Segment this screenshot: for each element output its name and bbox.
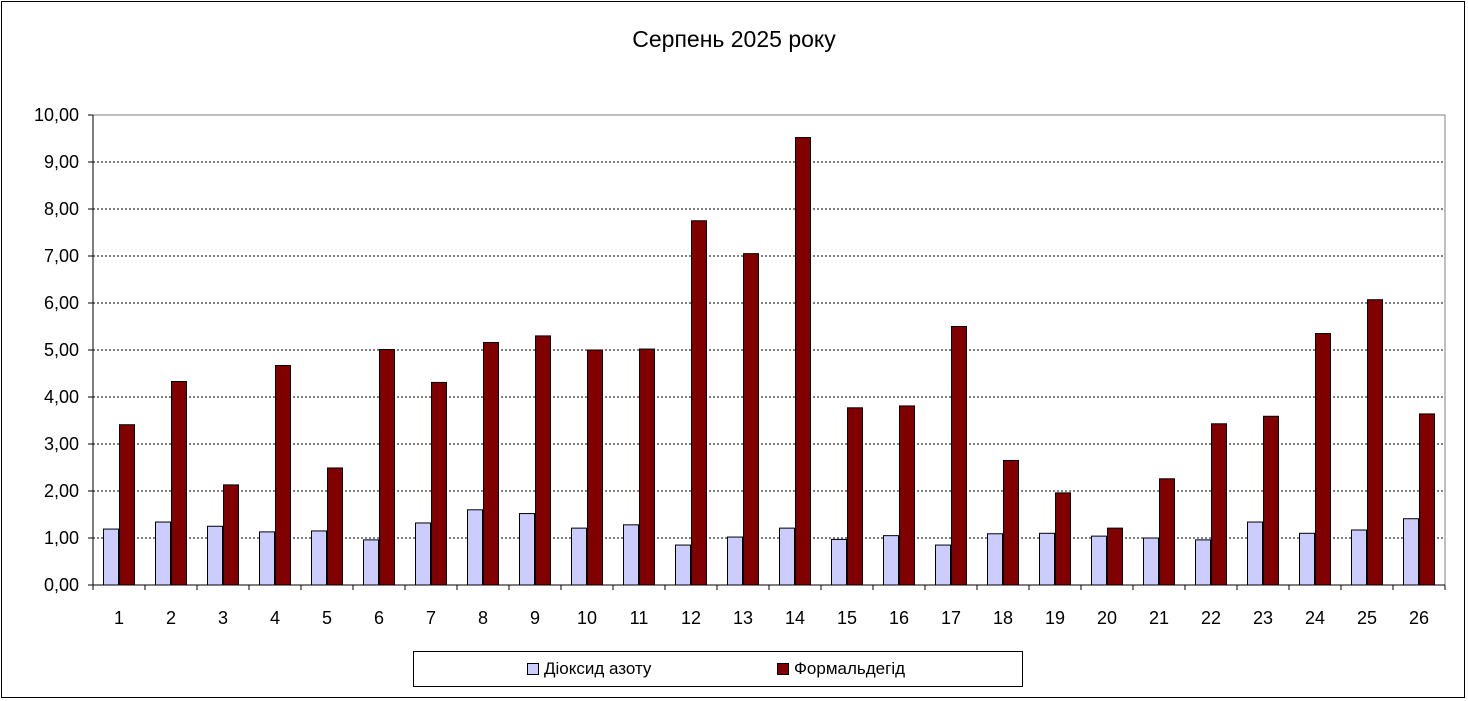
y-tick-label: 5,00 <box>44 340 79 360</box>
x-tick-label: 14 <box>785 608 805 628</box>
bar-nitrogen-dioxide <box>623 524 639 586</box>
bar-formaldehyde <box>1159 478 1175 586</box>
x-tick-label: 4 <box>270 608 280 628</box>
x-tick-label: 16 <box>889 608 909 628</box>
legend-swatch-formaldehyde <box>777 663 789 675</box>
x-tick-label: 23 <box>1253 608 1273 628</box>
bar-nitrogen-dioxide <box>571 527 587 586</box>
bar-nitrogen-dioxide <box>103 528 119 586</box>
bar-formaldehyde <box>847 407 863 586</box>
x-tick-label: 12 <box>681 608 701 628</box>
x-tick-label: 20 <box>1097 608 1117 628</box>
x-tick-label: 6 <box>374 608 384 628</box>
bar-formaldehyde <box>587 349 603 586</box>
y-tick-label: 9,00 <box>44 152 79 172</box>
x-tick-label: 10 <box>577 608 597 628</box>
bar-nitrogen-dioxide <box>311 530 327 586</box>
bar-nitrogen-dioxide <box>259 531 275 586</box>
bar-formaldehyde <box>899 405 915 586</box>
bar-formaldehyde <box>1107 527 1123 586</box>
bar-formaldehyde <box>1263 415 1279 586</box>
bar-formaldehyde <box>535 335 551 586</box>
x-tick-label: 24 <box>1305 608 1325 628</box>
bar-nitrogen-dioxide <box>779 527 795 586</box>
bar-formaldehyde <box>483 341 499 586</box>
bar-formaldehyde <box>431 381 447 586</box>
bar-formaldehyde <box>1315 333 1331 586</box>
legend-swatch-nitrogen-dioxide <box>527 663 539 675</box>
bar-formaldehyde <box>327 467 343 586</box>
bar-nitrogen-dioxide <box>363 539 379 586</box>
bar-formaldehyde <box>1003 459 1019 586</box>
bar-nitrogen-dioxide <box>1351 529 1367 586</box>
bar-formaldehyde <box>119 424 135 586</box>
bar-formaldehyde <box>951 326 967 586</box>
y-tick-label: 8,00 <box>44 199 79 219</box>
x-tick-label: 5 <box>322 608 332 628</box>
legend-label-formaldehyde: Формальдегід <box>794 659 906 678</box>
chart-title: Серпень 2025 року <box>632 26 836 52</box>
bar-nitrogen-dioxide <box>1195 539 1211 586</box>
bar-formaldehyde <box>379 349 395 586</box>
bar-nitrogen-dioxide <box>415 522 431 586</box>
x-tick-label: 15 <box>837 608 857 628</box>
bar-formaldehyde <box>223 484 239 586</box>
bar-formaldehyde <box>1055 492 1071 586</box>
bar-nitrogen-dioxide <box>1299 532 1315 586</box>
y-tick-label: 0,00 <box>44 575 79 595</box>
x-tick-label: 25 <box>1357 608 1377 628</box>
legend-item-formaldehyde: Формальдегід <box>777 652 905 686</box>
bar-nitrogen-dioxide <box>1039 532 1055 586</box>
bar-formaldehyde <box>743 253 759 586</box>
bar-nitrogen-dioxide <box>519 513 535 586</box>
bar-formaldehyde <box>795 137 811 586</box>
legend-item-nitrogen-dioxide: Діоксид азоту <box>527 652 651 686</box>
bar-formaldehyde <box>275 365 291 586</box>
bar-nitrogen-dioxide <box>207 525 223 586</box>
bar-nitrogen-dioxide <box>883 535 899 586</box>
bar-formaldehyde <box>1211 423 1227 586</box>
bar-nitrogen-dioxide <box>935 544 951 586</box>
bar-formaldehyde <box>171 380 187 586</box>
legend: Діоксид азоту Формальдегід <box>413 651 1023 687</box>
x-tick-label: 18 <box>993 608 1013 628</box>
bar-formaldehyde <box>1367 299 1383 586</box>
y-tick-label: 3,00 <box>44 434 79 454</box>
x-tick-label: 7 <box>426 608 436 628</box>
y-tick-label: 10,00 <box>34 105 79 125</box>
y-tick-label: 7,00 <box>44 246 79 266</box>
bar-nitrogen-dioxide <box>1091 535 1107 586</box>
bar-nitrogen-dioxide <box>1403 518 1419 586</box>
x-tick-label: 19 <box>1045 608 1065 628</box>
bar-nitrogen-dioxide <box>1247 521 1263 586</box>
bar-formaldehyde <box>639 348 655 586</box>
bar-nitrogen-dioxide <box>675 544 691 586</box>
legend-label-nitrogen-dioxide: Діоксид азоту <box>544 659 652 678</box>
x-tick-label: 1 <box>114 608 124 628</box>
x-tick-label: 3 <box>218 608 228 628</box>
y-tick-label: 6,00 <box>44 293 79 313</box>
bar-nitrogen-dioxide <box>155 521 171 586</box>
x-tick-label: 17 <box>941 608 961 628</box>
x-tick-label: 2 <box>166 608 176 628</box>
y-tick-label: 1,00 <box>44 528 79 548</box>
x-tick-label: 11 <box>630 608 649 628</box>
bar-nitrogen-dioxide <box>727 536 743 586</box>
bar-nitrogen-dioxide <box>987 533 1003 586</box>
bar-nitrogen-dioxide <box>467 509 483 586</box>
x-tick-label: 8 <box>478 608 488 628</box>
bar-nitrogen-dioxide <box>1143 537 1159 586</box>
bar-nitrogen-dioxide <box>831 538 847 586</box>
x-tick-label: 22 <box>1201 608 1221 628</box>
x-tick-label: 21 <box>1149 608 1169 628</box>
x-tick-label: 26 <box>1409 608 1429 628</box>
y-tick-label: 4,00 <box>44 387 79 407</box>
bar-formaldehyde <box>1419 413 1435 586</box>
x-tick-label: 9 <box>530 608 540 628</box>
x-tick-label: 13 <box>733 608 753 628</box>
y-tick-label: 2,00 <box>44 481 79 501</box>
bar-formaldehyde <box>691 220 707 586</box>
